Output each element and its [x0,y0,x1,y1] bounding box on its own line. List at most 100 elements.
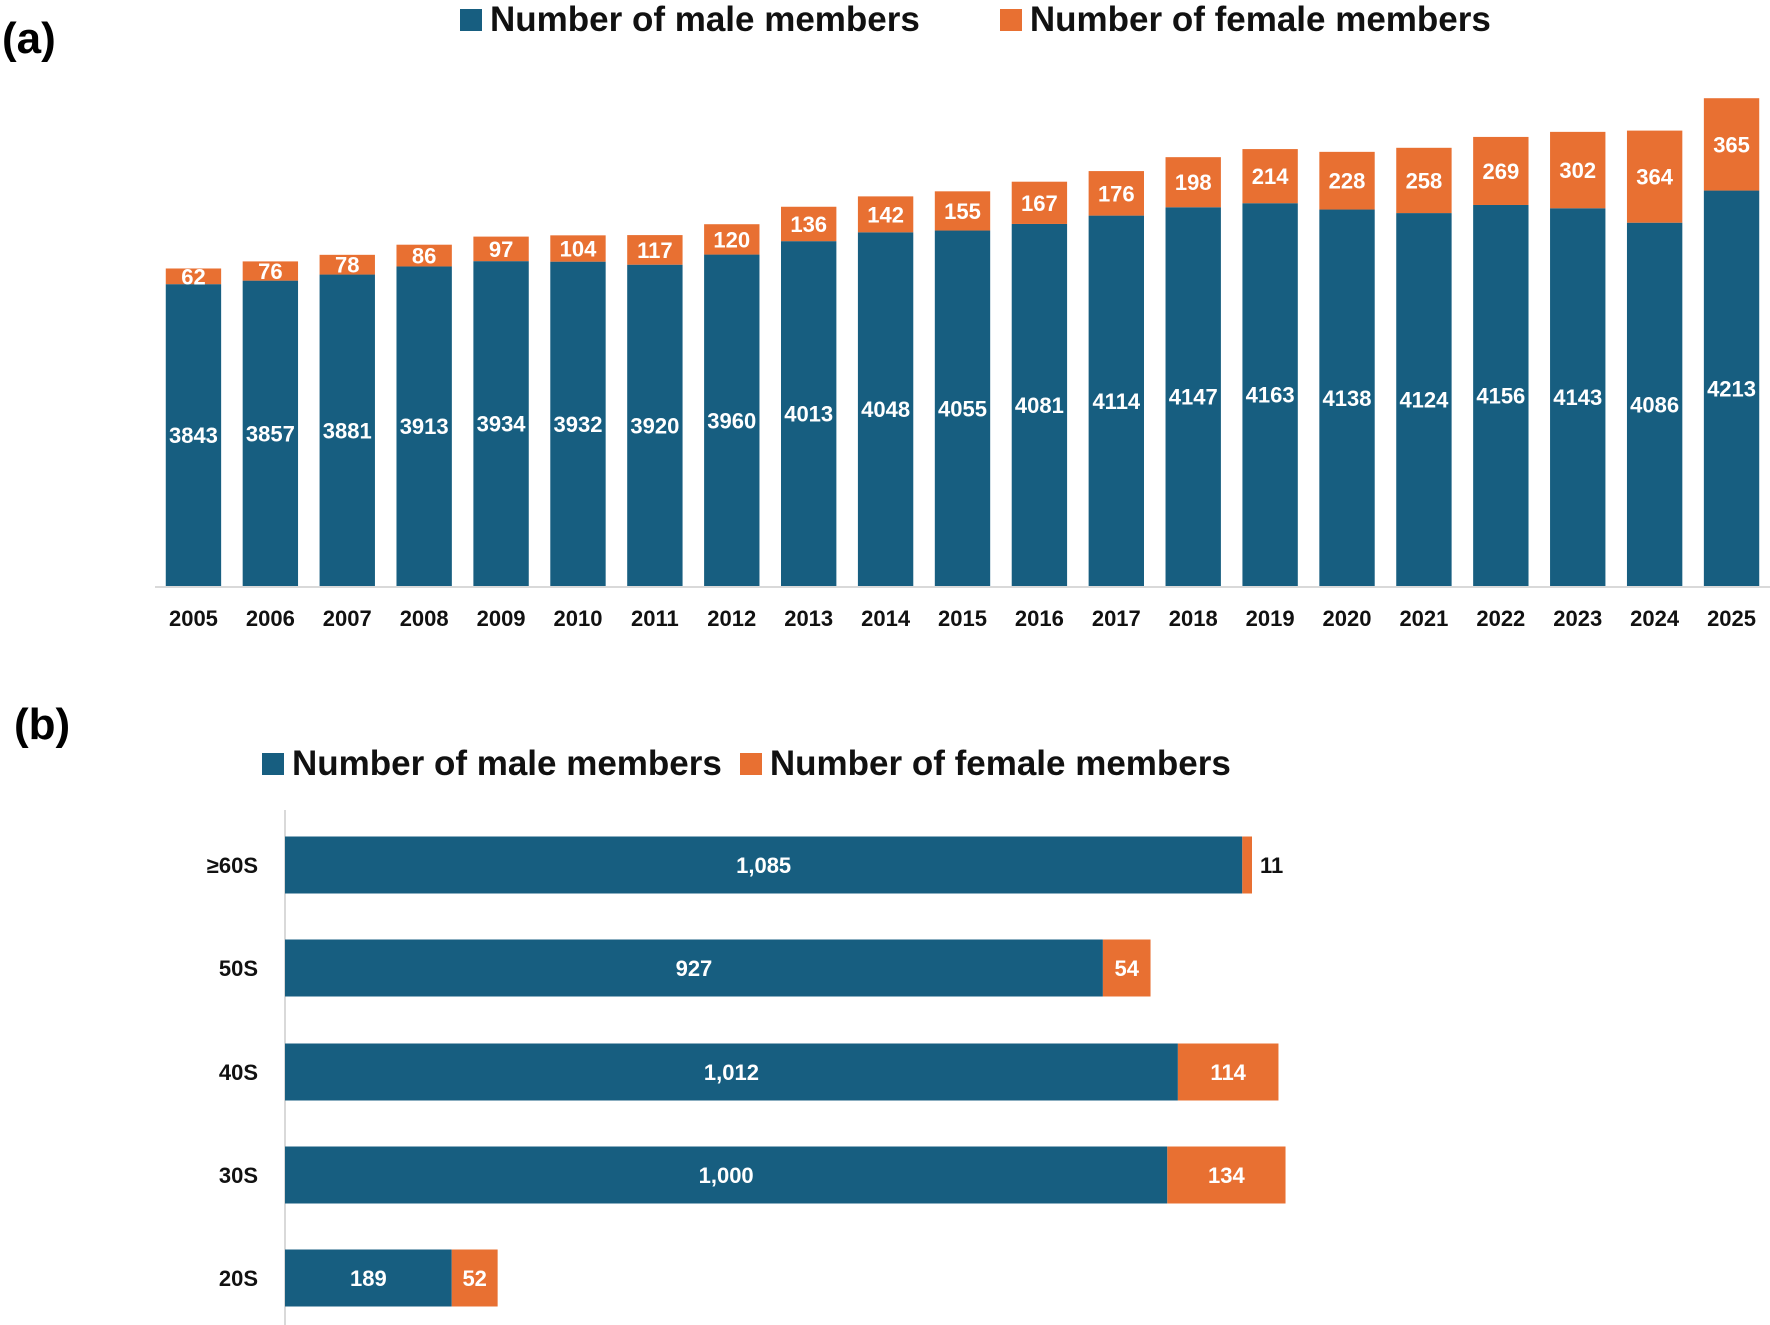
chart-b: 1,085 11 ≥60S 927 54 50S 1,012 114 40S 1,000 134 30… [207,810,1286,1325]
data-label-female: 258 [1406,168,1443,193]
x-tick-label: 2017 [1092,606,1141,631]
data-label-male: 4163 [1246,383,1295,408]
data-label-male: 1,085 [736,853,791,878]
data-label-female: 176 [1098,181,1135,206]
bar-male [285,836,1243,894]
bar-male [704,254,760,586]
data-label-male: 3881 [323,418,372,443]
x-tick-label: 2007 [323,606,372,631]
data-label-female: 52 [462,1266,486,1291]
bar-female [1167,1146,1286,1204]
bar-female [1102,939,1151,997]
bar-female [473,236,529,262]
data-label-female: 269 [1482,159,1519,184]
data-label-male: 3857 [246,421,295,446]
data-label-male: 3932 [553,412,602,437]
data-label-male: 4147 [1169,385,1218,410]
bar-male [319,274,375,586]
bar-male [285,1146,1168,1204]
bar-female [704,224,760,255]
data-label-male: 4055 [938,396,987,421]
x-tick-label: 2022 [1476,606,1525,631]
data-label-female: 302 [1559,158,1596,183]
bar-female [857,196,914,233]
data-label-male: 3960 [707,408,756,433]
bar-male [934,230,991,586]
x-tick-label: 2006 [246,606,295,631]
data-label-male: 4156 [1476,383,1525,408]
legend-label-female: Number of female members [769,744,1231,783]
data-label-male: 4138 [1323,386,1372,411]
bar-male [1319,209,1375,586]
bar-male [285,939,1103,997]
legend-swatch-female [999,9,1022,31]
data-label-male: 3843 [169,423,218,448]
data-label-male: 4086 [1630,392,1679,417]
data-label-female: 167 [1021,191,1058,216]
data-label-male: 4013 [784,402,833,427]
x-tick-label: 2009 [477,606,526,631]
bar-male [857,232,914,586]
data-label-female: 86 [412,244,436,269]
data-label-male: 4213 [1707,376,1756,401]
y-tick-label: 20S [219,1266,258,1291]
y-tick-label: ≥60S [207,853,258,878]
bar-male [285,1249,452,1307]
bar-male [1088,215,1144,586]
bar-female [781,206,837,242]
bar-male [1165,207,1221,586]
legend-swatch-male [262,753,284,775]
bar-female [1550,131,1606,209]
bar-male [473,261,529,586]
legend-b-female: Number of female members [739,744,1231,784]
bar-female [1011,181,1068,224]
x-tick-label: 2020 [1323,606,1372,631]
x-tick-label: 2015 [938,606,987,631]
x-tick-label: 2019 [1246,606,1295,631]
bar-male [550,261,606,586]
bar-female [550,235,606,262]
bar-male [1242,203,1298,586]
bar-male [285,1043,1178,1101]
bar-male [165,284,222,586]
data-label-male: 4124 [1399,388,1449,413]
bar-female [1177,1043,1279,1101]
legend-b-male: Number of male members [262,744,722,784]
x-tick-label: 2014 [861,606,911,631]
bar-female [1088,171,1144,216]
bar-female [627,235,683,265]
data-label-female: 11 [1260,853,1283,878]
bar-female [165,268,222,285]
bar-female [1396,147,1452,214]
bar-female [319,254,375,275]
bar-male [1703,190,1760,586]
data-label-female: 104 [560,236,597,261]
bar-male [1550,208,1606,586]
bar-female [1319,151,1375,210]
x-tick-label: 2016 [1015,606,1064,631]
data-label-female: 97 [489,237,513,262]
x-tick-label: 2008 [400,606,449,631]
x-tick-label: 2021 [1399,606,1448,631]
x-tick-label: 2011 [631,606,679,631]
data-label-male: 1,012 [704,1060,759,1085]
bar-male [1011,223,1068,586]
data-label-male: 4114 [1092,389,1140,414]
x-tick-label: 2023 [1553,606,1602,631]
chart-a: 3843 62 2005 3857 76 2006 3881 78 2007 3913 86 2008… [155,98,1770,631]
bar-female [934,191,991,231]
legend-swatch-female [739,753,762,775]
x-tick-label: 2010 [553,606,602,631]
bar-female [1473,136,1529,205]
x-tick-label: 2025 [1707,606,1756,631]
data-label-female: 364 [1636,165,1673,190]
legend-a-male: Number of male members [460,0,920,40]
data-label-female: 54 [1114,956,1139,981]
x-tick-label: 2005 [169,606,218,631]
data-label-female: 134 [1208,1163,1245,1188]
data-label-male: 3913 [400,414,449,439]
panel-a-label: (a) [2,14,56,63]
legend-label-male: Number of male members [490,0,920,39]
bar-male [396,266,452,586]
legend-a: Number of male members Number of female … [460,0,1571,40]
